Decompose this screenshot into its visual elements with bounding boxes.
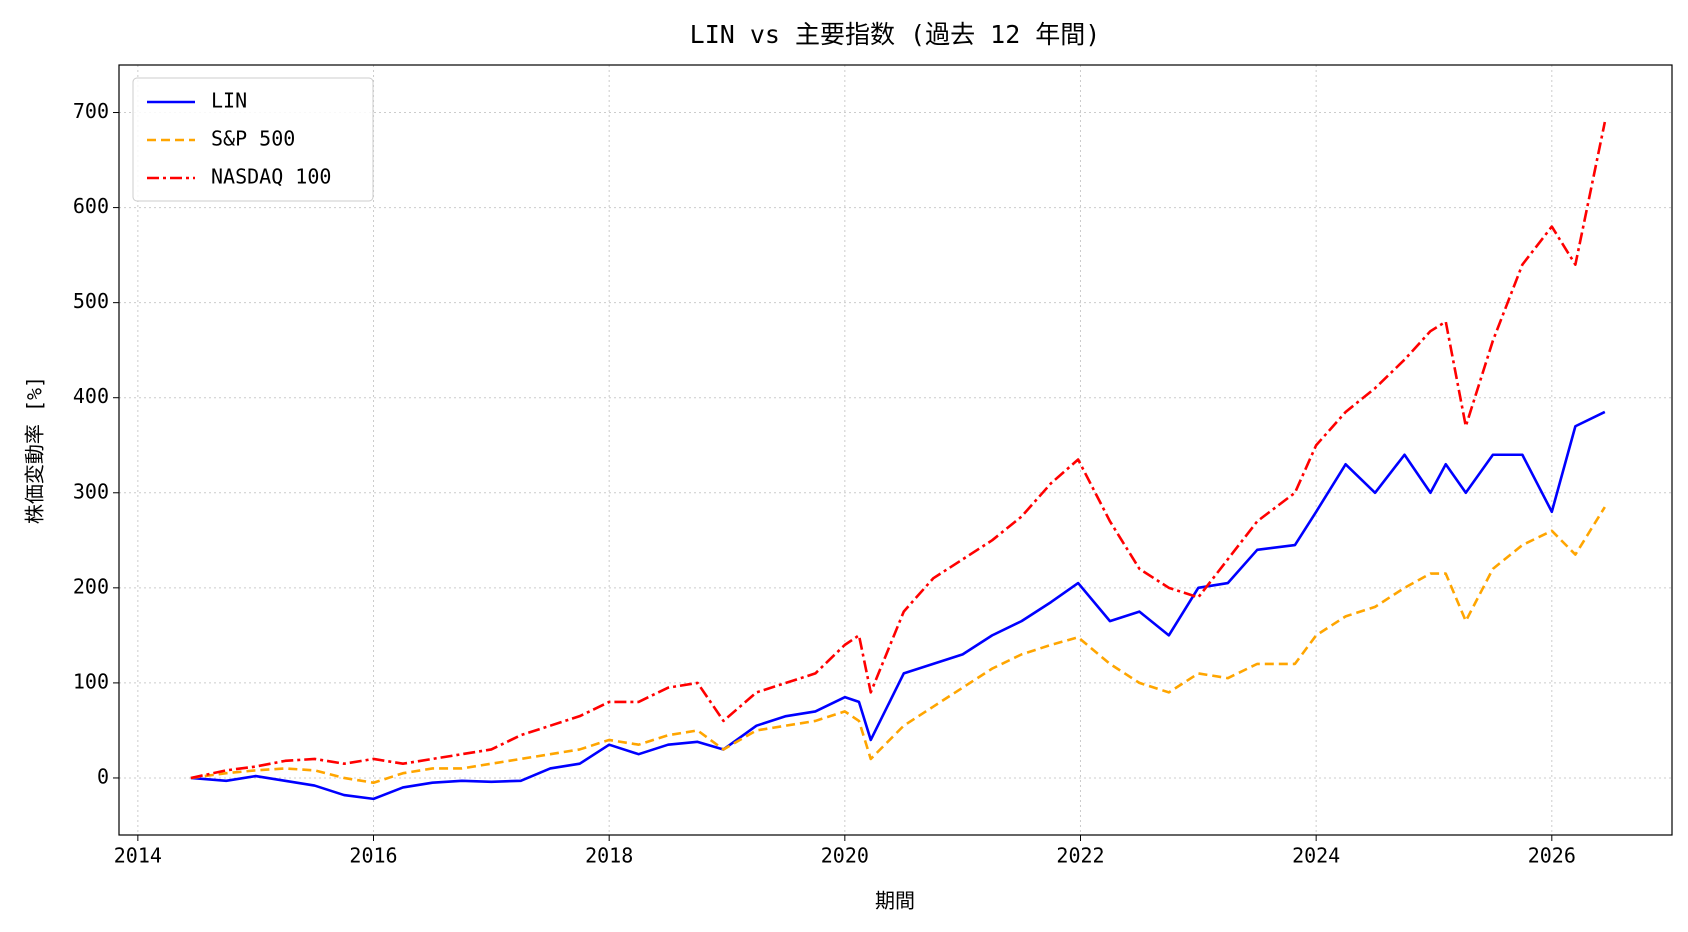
x-tick-label: 2020 xyxy=(821,844,869,868)
x-tick-label: 2022 xyxy=(1056,844,1104,868)
x-tick-label: 2026 xyxy=(1528,844,1576,868)
y-axis-label: 株価変動率 [%] xyxy=(23,376,47,524)
series-line xyxy=(190,121,1607,780)
series-line xyxy=(190,410,1606,801)
y-tick-label: 700 xyxy=(73,99,109,123)
y-tick-label: 300 xyxy=(73,479,109,503)
y-tick-label: 400 xyxy=(73,384,109,408)
y-tick-label: 100 xyxy=(73,669,109,693)
x-tick-label: 2024 xyxy=(1292,844,1340,868)
legend-box xyxy=(132,77,374,202)
x-axis-label: 期間 xyxy=(875,889,915,913)
x-tick-label: 2016 xyxy=(349,844,397,868)
y-tick-label: 0 xyxy=(97,764,109,788)
plot-frame xyxy=(118,64,1673,836)
y-tick-label: 200 xyxy=(73,574,109,598)
series-line xyxy=(190,506,1606,785)
x-tick-label: 2018 xyxy=(585,844,633,868)
chart-title: LIN vs 主要指数 (過去 12 年間) xyxy=(690,20,1101,49)
y-tick-label: 500 xyxy=(73,289,109,313)
x-tick-label: 2014 xyxy=(114,844,162,868)
legend-label: LIN xyxy=(211,89,247,113)
y-tick-label: 600 xyxy=(73,194,109,218)
legend-label: S&P 500 xyxy=(211,127,295,151)
legend-label: NASDAQ 100 xyxy=(211,165,331,189)
